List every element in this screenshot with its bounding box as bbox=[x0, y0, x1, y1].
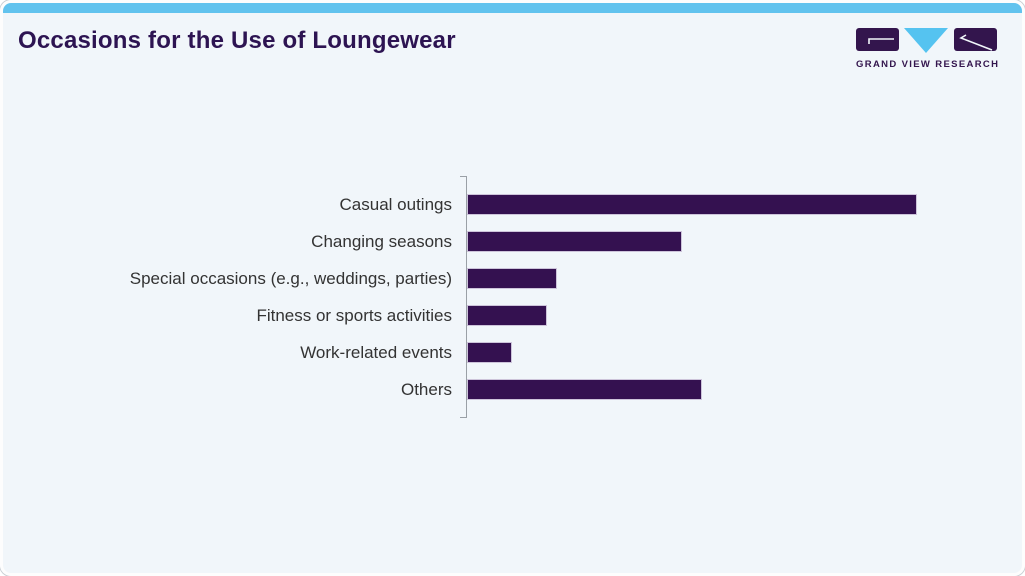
chart-row: Special occasions (e.g., weddings, parti… bbox=[0, 268, 1025, 289]
gvr-logo-text: GRAND VIEW RESEARCH bbox=[856, 59, 1000, 70]
category-label: Work-related events bbox=[300, 343, 452, 362]
bar bbox=[467, 342, 512, 363]
bar bbox=[467, 379, 702, 400]
gvr-logo-icon bbox=[856, 28, 997, 53]
y-axis-bracket bbox=[460, 176, 467, 418]
page-title: Occasions for the Use of Loungewear bbox=[18, 27, 456, 54]
category-label: Special occasions (e.g., weddings, parti… bbox=[129, 269, 452, 288]
category-label: Fitness or sports activities bbox=[256, 306, 452, 325]
bar bbox=[467, 268, 557, 289]
bar bbox=[467, 231, 682, 252]
chart-row: Fitness or sports activities bbox=[0, 305, 1025, 326]
chart-row: Others bbox=[0, 379, 1025, 400]
category-label: Changing seasons bbox=[311, 232, 452, 251]
chart-row: Changing seasons bbox=[0, 231, 1025, 252]
chart-row: Casual outings bbox=[0, 194, 1025, 215]
category-label: Casual outings bbox=[339, 195, 452, 214]
chart-row: Work-related events bbox=[0, 342, 1025, 363]
top-accent-bar bbox=[3, 3, 1022, 13]
bar bbox=[467, 305, 547, 326]
bar bbox=[467, 194, 917, 215]
category-label: Others bbox=[400, 380, 452, 399]
gvr-logo: GRAND VIEW RESEARCH bbox=[856, 27, 998, 70]
